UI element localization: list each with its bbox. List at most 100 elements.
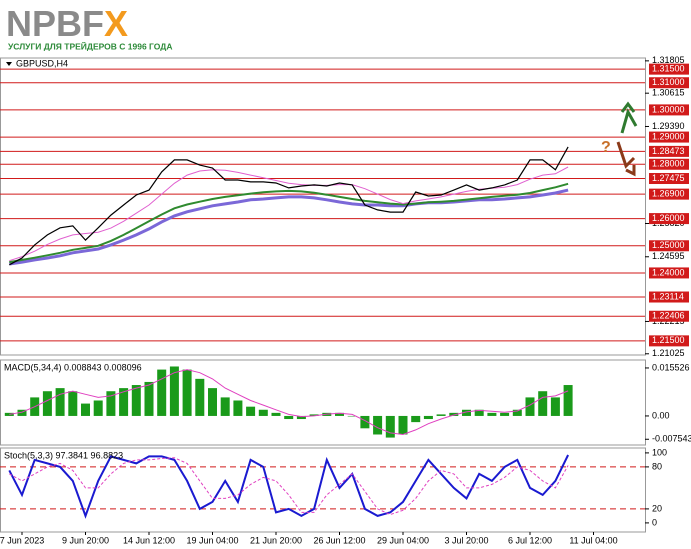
histogram-bar [512,409,522,416]
histogram-bar [398,415,408,435]
histogram-bar [563,385,573,416]
x-tick-label: 26 Jun 12:00 [313,535,365,545]
histogram-bar [462,409,471,416]
x-tick-label: 6 Jul 12:00 [508,535,552,545]
y-tick-label: 100 [652,447,667,457]
arrow-down [616,141,636,177]
histogram-bar [182,369,192,416]
level-box [649,173,689,185]
level-label: 1.26900 [652,189,685,199]
histogram-bar [474,409,484,416]
histogram-bar [208,388,217,416]
histogram-bar [385,415,395,438]
series-line [9,166,569,262]
histogram-bar [436,414,446,416]
y-tick-label: 0.00 [652,410,670,420]
level-box [649,335,689,347]
histogram-bar [195,378,205,416]
histogram-bar [347,415,357,417]
level-label: 1.30000 [652,104,685,114]
series-line [9,369,569,436]
x-tick-label: 3 Jul 20:00 [444,535,488,545]
x-tick-label: 7 Jun 2023 [0,535,44,545]
histogram-bar [68,391,78,416]
y-tick-label: 1.24595 [652,251,685,261]
level-box [649,77,689,89]
panel-frame [0,57,646,356]
level-box [649,310,689,322]
x-tick-label: 14 Jun 12:00 [123,535,175,545]
level-box [649,145,689,157]
level-box [649,104,689,116]
histogram-bar [4,412,14,416]
y-tick-label: 1.21025 [652,348,685,358]
y-tick-label: 1.31805 [652,55,685,65]
dropdown-icon [6,62,12,66]
symbol-label: GBPUSD,H4 [16,58,68,68]
y-tick-label: 1.30615 [652,88,685,98]
indicator-label: MACD(5,34,4) 0.008843 0.008096 [4,362,142,372]
histogram-bar [271,412,281,416]
histogram-bar [309,414,319,416]
level-box [649,291,689,303]
histogram-bar [335,412,344,416]
level-box [649,131,689,143]
logo: NPBFX [6,3,128,44]
histogram-bar [550,397,560,416]
histogram-bar [131,385,141,416]
histogram-bar [487,412,497,416]
x-tick-label: 19 Jun 04:00 [186,535,238,545]
y-tick-label: -0.007543 [652,434,691,444]
histogram-bar [538,391,548,416]
x-tick-label: 21 Jun 20:00 [250,535,302,545]
series-line [9,188,569,266]
histogram-bar [55,388,65,416]
panel-frame [0,447,646,533]
histogram-bar [423,415,433,420]
arrow-up [620,101,638,134]
x-tick-label: 11 Jul 04:00 [569,535,617,545]
level-label: 1.24000 [652,267,685,277]
histogram-bar [449,412,459,416]
y-tick-label: 0.015526 [652,362,690,372]
indicator-label: Stoch(5,3,3) 97.3841 96.8823 [4,450,123,460]
histogram-bar [296,415,306,420]
series-line [9,146,569,266]
level-box [649,240,689,252]
histogram-bar [220,397,230,416]
level-box [649,63,689,75]
y-tick-label: 20 [652,503,662,513]
series-line [9,457,569,516]
series-line [9,182,569,264]
level-label: 1.27475 [652,173,685,183]
level-label: 1.28473 [652,146,685,156]
y-tick-label: 0 [652,517,657,527]
level-label: 1.21500 [652,335,685,345]
histogram-bar [144,381,154,416]
histogram-bar [169,366,179,416]
level-label: 1.29000 [652,131,685,141]
x-tick-label: 9 Jun 20:00 [62,535,109,545]
histogram-bar [157,369,167,416]
histogram-bar [525,397,535,416]
series-line [8,454,569,519]
level-label: 1.23114 [652,291,684,301]
level-box [649,188,689,200]
histogram-bar [284,415,294,420]
level-label: 1.25000 [652,240,685,250]
histogram-bar [246,406,256,416]
level-label: 1.31000 [652,77,685,87]
histogram-bar [500,412,510,416]
level-label: 1.31500 [652,64,685,74]
y-tick-label: 80 [652,461,662,471]
histogram-bar [17,409,27,416]
histogram-bar [373,415,383,435]
histogram-bar [42,391,52,416]
histogram-bar [411,415,421,423]
histogram-bar [93,400,103,416]
y-tick-label: 1.29390 [652,121,685,131]
histogram-bar [258,409,268,416]
level-label: 1.22406 [652,311,685,321]
level-box [649,213,689,225]
